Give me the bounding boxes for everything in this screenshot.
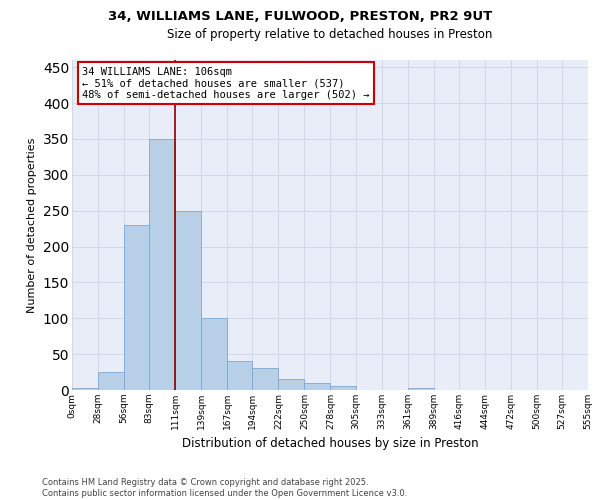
Bar xyxy=(149,139,175,390)
Bar xyxy=(407,388,434,390)
Y-axis label: Number of detached properties: Number of detached properties xyxy=(27,138,37,312)
Bar xyxy=(331,386,356,390)
Bar xyxy=(175,210,201,390)
Bar xyxy=(124,225,149,390)
Text: 34 WILLIAMS LANE: 106sqm
← 51% of detached houses are smaller (537)
48% of semi-: 34 WILLIAMS LANE: 106sqm ← 51% of detach… xyxy=(82,66,370,100)
Bar xyxy=(72,388,98,390)
Bar xyxy=(98,372,124,390)
Bar xyxy=(278,379,304,390)
Text: Contains HM Land Registry data © Crown copyright and database right 2025.
Contai: Contains HM Land Registry data © Crown c… xyxy=(42,478,407,498)
Bar xyxy=(304,383,331,390)
Text: 34, WILLIAMS LANE, FULWOOD, PRESTON, PR2 9UT: 34, WILLIAMS LANE, FULWOOD, PRESTON, PR2… xyxy=(108,10,492,23)
X-axis label: Distribution of detached houses by size in Preston: Distribution of detached houses by size … xyxy=(182,438,478,450)
Bar xyxy=(227,362,253,390)
Title: Size of property relative to detached houses in Preston: Size of property relative to detached ho… xyxy=(167,28,493,41)
Bar xyxy=(253,368,278,390)
Bar xyxy=(201,318,227,390)
